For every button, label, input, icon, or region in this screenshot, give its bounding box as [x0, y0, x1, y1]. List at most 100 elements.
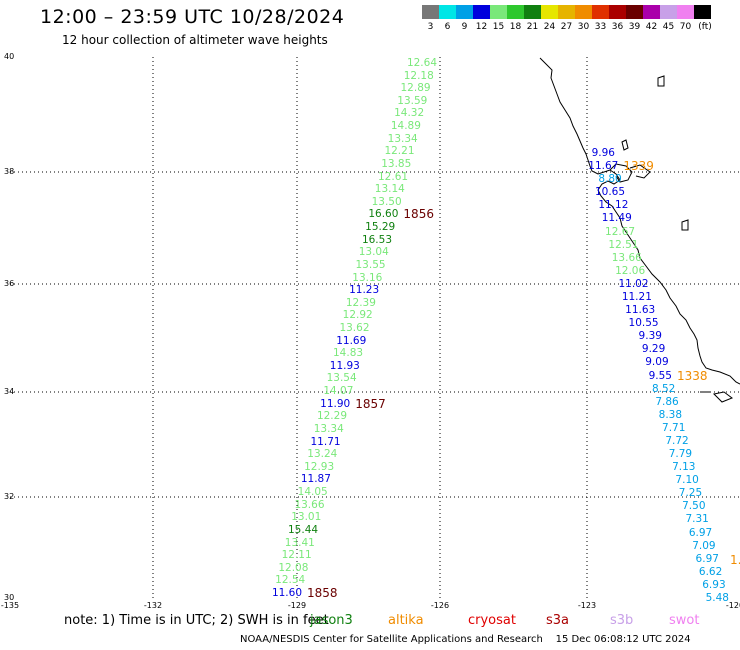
wave-height-reading: 8.80	[598, 173, 622, 186]
wave-height-reading: 12.92	[342, 309, 373, 322]
lon-tick-label: -129	[287, 601, 307, 610]
legend-label: 18	[509, 22, 522, 32]
wave-height-reading: 11.12	[598, 199, 629, 212]
wave-height-reading: 7.79	[668, 448, 693, 461]
legend-swatch	[507, 5, 524, 19]
legend-label: 33	[594, 22, 607, 32]
legend-label: 42	[645, 22, 658, 32]
wave-height-reading: 7.25	[678, 487, 703, 500]
legend-swatch	[490, 5, 507, 19]
wave-height-reading: 9.55	[648, 369, 672, 382]
wave-height-reading: 9.39	[638, 330, 662, 343]
wave-height-reading: 9.96	[591, 147, 615, 159]
legend-label: 12	[475, 22, 488, 32]
wave-height-reading: 7.10	[675, 474, 699, 487]
satellite-name: s3a	[546, 613, 570, 628]
wave-height-reading: 12.89	[400, 82, 431, 95]
wave-height-reading: 13.04	[358, 246, 389, 259]
coastline	[539, 57, 740, 403]
wave-height-reading: 14.05	[297, 486, 328, 499]
wave-height-reading: 11.69	[336, 334, 367, 347]
wave-height-reading: 7.86	[655, 395, 679, 408]
wave-height-reading: 7.31	[685, 513, 709, 526]
wave-height-reading: 14.32	[394, 107, 425, 120]
wave-height-reading: 7.09	[692, 539, 716, 552]
legend-label: 15	[492, 22, 505, 32]
wave-height-reading: 13.54	[326, 372, 357, 385]
wave-height-reading: 16.60	[368, 208, 399, 221]
legend-label: 27	[560, 22, 573, 32]
legend-swatch	[541, 5, 558, 19]
wave-height-reading: 13.55	[355, 258, 386, 271]
lon-tick-label: -132	[143, 601, 163, 610]
lon-tick-label: -123	[577, 601, 597, 610]
wave-height-reading: 15.44	[288, 523, 319, 536]
wave-height-reading: 13.50	[371, 195, 402, 208]
wave-height-reading: 13.66	[611, 251, 642, 264]
wave-height-reading: 13.59	[397, 94, 428, 107]
wave-height-reading: 13.14	[374, 183, 405, 196]
pass-time-label: 1338	[677, 368, 708, 383]
wave-height-reading: 9.09	[645, 356, 669, 369]
wave-height-reading: 13.01	[291, 511, 322, 524]
wave-height-reading: 7.71	[662, 421, 686, 434]
wave-height-reading: 12.54	[275, 574, 306, 587]
lon-tick-label: -120	[725, 601, 740, 610]
legend-swatch	[592, 5, 609, 19]
wave-height-reading: 12.21	[384, 145, 415, 158]
legend-label: 30	[577, 22, 590, 32]
legend-swatch	[643, 5, 660, 19]
satellite-name: altika	[388, 613, 424, 628]
wave-height-reading: 11.23	[349, 284, 380, 297]
legend-swatch	[626, 5, 643, 19]
wave-height-reading: 13.62	[339, 322, 370, 334]
wave-height-reading: 13.16	[352, 271, 383, 284]
wave-height-reading: 12.06	[615, 264, 646, 277]
wave-height-reading: 12.29	[316, 410, 347, 423]
wave-height-reading: 11.60	[271, 587, 302, 599]
satellite-name: s3b	[610, 613, 634, 628]
wave-height-reading: 8.52	[651, 382, 676, 395]
wave-height-reading: 10.65	[594, 186, 626, 199]
lat-tick-label: 30	[4, 593, 15, 602]
wave-height-reading: 11.02	[618, 277, 649, 290]
wave-height-reading: 11.71	[310, 435, 341, 448]
legend-swatch	[456, 5, 473, 19]
footnote: note: 1) Time is in UTC; 2) SWH is in fe…	[64, 613, 329, 628]
wave-height-reading: 13.34	[313, 422, 344, 435]
wave-height-reading: 12.18	[403, 69, 434, 82]
wave-height-reading: 14.07	[323, 385, 354, 398]
wave-height-reading: 13.34	[387, 132, 418, 145]
legend-label: 6	[444, 22, 451, 32]
wave-height-reading: 6.62	[698, 565, 723, 578]
legend-swatch	[677, 5, 694, 19]
page-subtitle: 12 hour collection of altimeter wave hei…	[62, 33, 328, 47]
wave-height-reading: 11.90	[320, 397, 351, 410]
graticule	[10, 57, 740, 598]
wave-height-reading: 14.83	[333, 347, 364, 360]
wave-height-reading: 7.50	[682, 500, 706, 513]
credit-line: NOAA/NESDIS Center for Satellite Applica…	[240, 634, 691, 645]
wave-height-reading: 14.89	[390, 120, 421, 133]
wave-height-reading: 6.97	[688, 526, 713, 539]
wave-height-reading: 11.93	[329, 359, 360, 372]
lat-tick-label: 34	[4, 387, 15, 396]
wave-height-reading: 12.61	[378, 170, 409, 183]
satellite-name: jason3	[310, 613, 353, 628]
california-coast	[539, 57, 740, 385]
legend-swatch	[558, 5, 575, 19]
wave-height-reading: 12.93	[304, 460, 335, 473]
lon-tick-label: -135	[0, 601, 20, 610]
lake-1	[657, 75, 665, 87]
lake-3	[621, 139, 629, 151]
delta	[629, 164, 651, 179]
wave-height-reading: 15.29	[365, 221, 396, 234]
wave-height-reading: 6.93	[702, 578, 726, 591]
legend-unit: (ft)	[698, 22, 712, 32]
wave-height-reading: 12.64	[406, 57, 437, 69]
pass-time-label: 1339	[623, 159, 654, 174]
wave-height-reading: 13.41	[284, 536, 315, 549]
wave-height-reading: 12.11	[281, 549, 312, 562]
legend-label: 3	[427, 22, 434, 32]
wave-height-reading: 11.49	[601, 212, 632, 225]
